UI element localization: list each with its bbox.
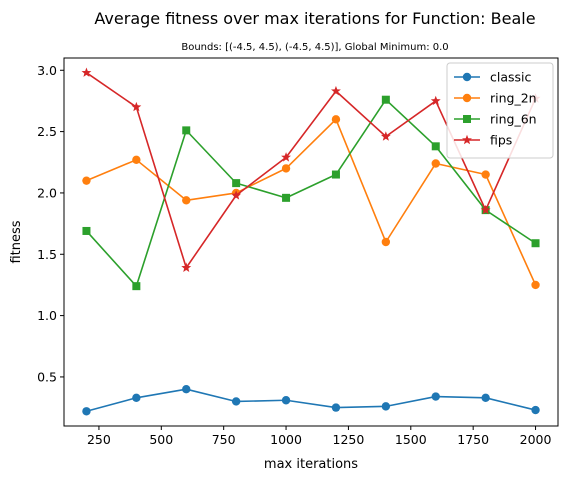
data-point-ring_2n	[331, 115, 341, 124]
data-point-classic	[381, 402, 391, 411]
data-point-ring_6n	[232, 179, 241, 188]
x-axis-ticks: 250 500 750 1000 1250 1500 1750 2000	[87, 426, 551, 447]
legend-marker-ring_2n	[462, 93, 472, 103]
legend-marker-ring_6n	[463, 115, 471, 123]
data-point-ring_6n	[182, 126, 191, 135]
data-point-fips	[181, 262, 192, 272]
data-point-ring_2n	[281, 164, 291, 173]
y-tick-label: 3.0	[37, 63, 57, 78]
y-axis-ticks: 0.5 1.0 1.5 2.0 2.5 3.0	[37, 63, 64, 384]
data-point-ring_2n	[82, 176, 91, 185]
legend-item-ring_6n: ring_6n	[454, 112, 537, 127]
legend-item-classic: classic	[454, 70, 532, 85]
data-point-ring_2n	[431, 159, 440, 168]
data-point-ring_6n	[531, 239, 540, 248]
data-point-classic	[231, 397, 241, 406]
y-axis-label: fitness	[9, 220, 24, 263]
x-tick-label: 500	[149, 432, 173, 447]
data-point-fips	[430, 95, 441, 106]
legend-marker-fips	[462, 134, 472, 145]
data-point-ring_2n	[381, 237, 391, 247]
data-point-ring_6n	[82, 226, 91, 235]
series-line-ring_2n	[86, 118, 537, 286]
data-point-classic	[281, 396, 291, 405]
data-point-ring_2n	[132, 155, 141, 165]
series-line-classic	[86, 388, 536, 413]
chart-subtitle: Bounds: [(-4.5, 4.5), (-4.5, 4.5)], Glob…	[181, 42, 448, 53]
series-layer	[81, 67, 541, 416]
data-point-fips	[281, 152, 291, 162]
series-line-ring_6n	[85, 98, 536, 287]
data-point-classic	[82, 407, 91, 416]
data-point-ring_6n	[431, 142, 440, 151]
data-point-classic	[431, 392, 440, 401]
x-tick-label: 2000	[520, 432, 552, 447]
legend-label-ring_6n: ring_6n	[490, 112, 537, 127]
data-point-classic	[132, 393, 141, 402]
data-point-ring_6n	[132, 282, 141, 291]
data-point-classic	[182, 385, 191, 394]
x-tick-label: 1000	[270, 432, 302, 447]
data-point-ring_2n	[531, 280, 540, 290]
data-point-ring_6n	[331, 170, 340, 179]
legend-marker-classic	[462, 72, 472, 82]
data-point-fips	[81, 67, 92, 77]
data-point-ring_2n	[182, 196, 191, 205]
data-point-fips	[480, 204, 491, 215]
legend-label-ring_2n: ring_2n	[490, 91, 537, 106]
x-tick-label: 1750	[457, 432, 489, 447]
x-tick-label: 1500	[395, 432, 427, 447]
legend-label-classic: classic	[490, 70, 532, 85]
y-tick-label: 2.0	[37, 185, 57, 200]
data-point-fips	[331, 85, 341, 96]
y-tick-label: 2.5	[37, 124, 57, 139]
x-tick-label: 1250	[333, 432, 365, 447]
legend-box	[446, 62, 554, 159]
data-point-ring_2n	[481, 170, 490, 179]
x-tick-label: 750	[212, 432, 236, 447]
legend-label-fips: fips	[490, 133, 512, 148]
legend-item-fips: fips	[454, 133, 512, 148]
x-tick-label: 250	[87, 432, 111, 447]
y-tick-label: 1.5	[37, 247, 57, 262]
plot-frame	[63, 57, 559, 427]
series-classic	[82, 385, 540, 416]
data-point-ring_6n	[381, 95, 390, 104]
legend-item-ring_2n: ring_2n	[454, 91, 537, 106]
chart-title: Average fitness over max iterations for …	[94, 9, 535, 28]
data-point-classic	[481, 393, 490, 402]
data-point-fips	[380, 131, 391, 141]
data-point-ring_6n	[282, 193, 291, 202]
data-point-classic	[531, 405, 540, 415]
series-ring_2n	[82, 115, 540, 290]
data-point-classic	[331, 403, 341, 412]
x-axis-label: max iterations	[264, 457, 358, 472]
data-point-fips	[231, 190, 242, 200]
data-point-fips	[131, 101, 142, 112]
y-tick-label: 0.5	[37, 369, 57, 384]
y-tick-label: 1.0	[37, 308, 57, 323]
